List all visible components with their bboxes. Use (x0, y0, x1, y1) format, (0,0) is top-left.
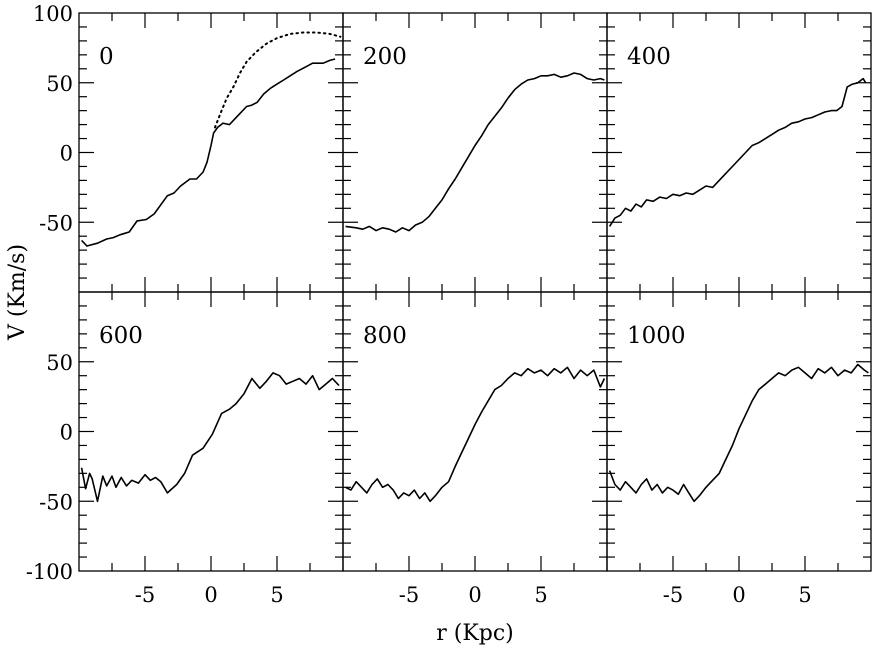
panel-0: 0 100 50 0 -50 (33, 2, 344, 293)
series-line-solid (81, 58, 336, 247)
x-tick-label: 0 (732, 583, 745, 607)
y-tick-label: -50 (39, 490, 73, 514)
y-tick-label: 0 (60, 421, 73, 445)
series-line-solid (608, 77, 867, 227)
y-axis-label: V (Km/s) (5, 244, 30, 341)
y-tick-label: -50 (39, 211, 73, 235)
x-tick-label: -5 (663, 583, 683, 607)
x-axis-label: r (Kpc) (436, 621, 514, 646)
panel-1000: 1000 -5 0 5 (606, 291, 872, 607)
x-tick-label: 0 (204, 583, 217, 607)
series-line-solid (345, 72, 605, 233)
panel-frame (78, 12, 344, 293)
series-line-solid (608, 363, 869, 503)
x-tick-label: 5 (270, 583, 283, 607)
panel-label: 400 (627, 44, 671, 70)
x-tick-label: 0 (468, 583, 481, 607)
panel-label: 200 (363, 44, 407, 70)
y-tick-label: 50 (46, 351, 73, 375)
panel-label: 600 (99, 323, 143, 349)
x-tick-label: -5 (135, 583, 155, 607)
panel-400: 400 (606, 12, 872, 293)
panel-200: 200 (342, 12, 608, 293)
y-tick-label: -100 (26, 560, 73, 584)
panel-label: 1000 (627, 323, 686, 349)
x-tick-label: 5 (534, 583, 547, 607)
x-tick-label: 5 (798, 583, 811, 607)
series-line-dotted (214, 31, 342, 129)
y-tick-label: 0 (60, 142, 73, 166)
y-tick-label: 100 (33, 2, 73, 26)
y-tick-label: 50 (46, 72, 73, 96)
series-line-solid (80, 372, 340, 503)
panel-label: 800 (363, 323, 407, 349)
panel-label: 0 (99, 44, 114, 70)
panel-800: 800 -5 0 5 (342, 291, 608, 607)
x-tick-label: -5 (399, 583, 419, 607)
series-line-solid (345, 366, 606, 503)
